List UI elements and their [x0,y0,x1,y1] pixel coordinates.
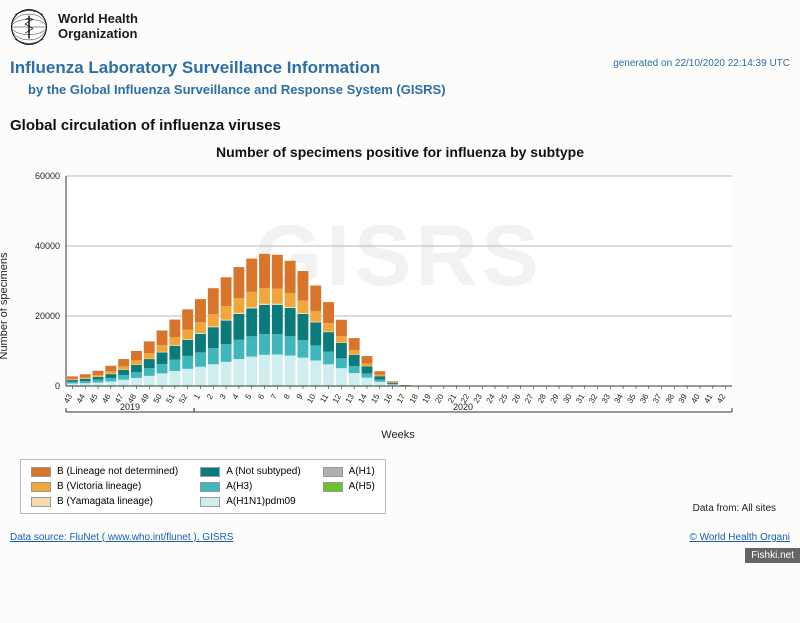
y-axis-label: Number of specimens [0,252,10,359]
data-from: Data from: All sites [693,503,776,514]
svg-text:33: 33 [600,392,613,405]
svg-text:43: 43 [62,392,75,405]
svg-text:15: 15 [369,392,382,405]
svg-text:9: 9 [295,392,305,401]
svg-text:50: 50 [152,392,165,405]
footer: Data source: FluNet ( www.who.int/flunet… [10,532,790,543]
legend-item: B (Victoria lineage) [31,481,178,492]
svg-text:16: 16 [382,392,395,405]
svg-text:40000: 40000 [35,241,60,251]
org-name: World Health Organization [58,12,138,42]
legend-item: A (Not subtyped) [200,466,300,477]
svg-text:12: 12 [331,392,344,405]
svg-text:25: 25 [497,392,510,405]
sub-title: by the Global Influenza Surveillance and… [28,82,446,97]
svg-text:42: 42 [715,392,728,405]
section-title: Global circulation of influenza viruses [10,117,790,134]
svg-text:41: 41 [702,392,715,405]
svg-text:8: 8 [282,392,292,401]
svg-text:20: 20 [433,392,446,405]
legend-item: A(H1) [323,466,375,477]
svg-text:20000: 20000 [35,311,60,321]
svg-text:39: 39 [677,392,690,405]
svg-text:40: 40 [689,392,702,405]
svg-text:13: 13 [344,392,357,405]
svg-text:0: 0 [55,381,60,391]
titles: Influenza Laboratory Surveillance Inform… [10,58,446,111]
legend-item: A(H3) [200,481,300,492]
svg-text:60000: 60000 [35,171,60,181]
svg-text:11: 11 [318,392,330,404]
svg-text:44: 44 [75,392,88,405]
svg-text:14: 14 [356,392,369,405]
svg-text:49: 49 [139,392,152,405]
org-line2: Organization [58,27,138,42]
svg-text:45: 45 [88,392,101,405]
svg-text:38: 38 [664,392,677,405]
svg-text:23: 23 [472,392,485,405]
svg-text:17: 17 [395,392,408,405]
svg-text:27: 27 [523,392,536,405]
svg-text:19: 19 [421,392,434,405]
svg-text:2019: 2019 [120,402,140,412]
generated-text: generated on 22/10/2020 22:14:39 UTC [613,58,790,69]
legend-item: A(H5) [323,481,375,492]
svg-text:2: 2 [205,392,215,401]
svg-text:32: 32 [587,392,600,405]
svg-text:7: 7 [269,392,279,401]
svg-text:37: 37 [651,392,664,405]
legend-item: B (Yamagata lineage) [31,496,178,507]
svg-text:29: 29 [549,392,562,405]
svg-text:26: 26 [510,392,523,405]
svg-text:46: 46 [100,392,113,405]
main-title: Influenza Laboratory Surveillance Inform… [10,58,446,78]
data-source-link[interactable]: Data source: FluNet ( www.who.int/flunet… [10,532,233,543]
stacked-bar-chart: GISRS02000040000600004344454647484950515… [20,170,740,420]
legend-row: B (Lineage not determined) B (Victoria l… [10,451,790,514]
who-copyright-link[interactable]: © World Health Organi [689,532,790,543]
svg-text:2020: 2020 [453,402,473,412]
svg-text:30: 30 [561,392,574,405]
legend-item: A(H1N1)pdm09 [200,496,300,507]
x-axis-label: Weeks [20,429,776,441]
legend-item: B (Lineage not determined) [31,466,178,477]
svg-text:4: 4 [231,392,241,401]
svg-text:31: 31 [574,392,587,405]
svg-text:35: 35 [625,392,638,405]
header: World Health Organization [10,8,790,46]
svg-text:52: 52 [177,392,190,405]
legend: B (Lineage not determined) B (Victoria l… [20,459,386,514]
fishki-watermark: Fishki.net [745,548,800,563]
svg-text:5: 5 [243,392,253,401]
svg-text:1: 1 [192,392,202,401]
svg-text:36: 36 [638,392,651,405]
svg-text:10: 10 [305,392,318,405]
svg-text:28: 28 [536,392,549,405]
svg-text:18: 18 [408,392,421,405]
svg-text:24: 24 [485,392,498,405]
title-row: Influenza Laboratory Surveillance Inform… [10,58,790,111]
page: World Health Organization Influenza Labo… [0,0,800,563]
org-line1: World Health [58,12,138,27]
svg-text:3: 3 [218,392,228,401]
svg-text:34: 34 [613,392,626,405]
svg-text:51: 51 [164,392,177,405]
chart-title: Number of specimens positive for influen… [10,144,790,160]
svg-text:6: 6 [256,392,266,401]
chart-outer: Number of specimens GISRS020000400006000… [10,166,790,445]
who-logo [10,8,48,46]
